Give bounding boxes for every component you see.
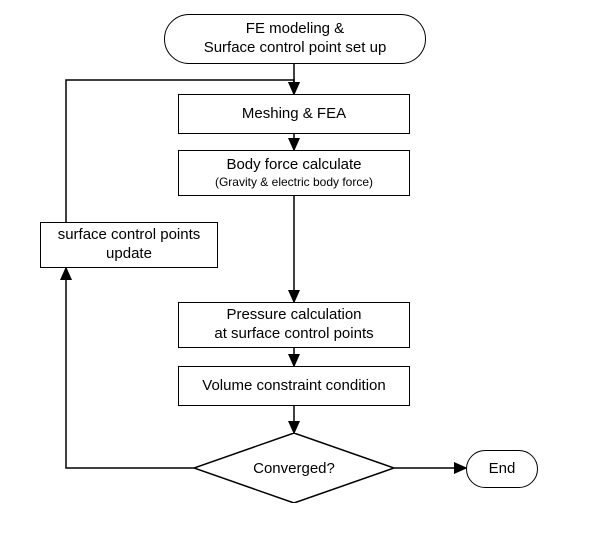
end-node: End	[466, 450, 538, 488]
pressure-node: Pressure calculation at surface control …	[178, 302, 410, 348]
bodyforce-line2: (Gravity & electric body force)	[215, 175, 373, 190]
update-node: surface control points update	[40, 222, 218, 268]
bodyforce-line1: Body force calculate	[226, 156, 361, 175]
update-line2: update	[106, 245, 152, 264]
pressure-line1: Pressure calculation	[226, 306, 361, 325]
pressure-line2: at surface control points	[214, 325, 373, 344]
decision-node: Converged?	[194, 433, 394, 503]
update-line1: surface control points	[58, 226, 201, 245]
bodyforce-node: Body force calculate (Gravity & electric…	[178, 150, 410, 196]
start-line1: FE modeling &	[246, 20, 344, 39]
meshing-label: Meshing & FEA	[242, 105, 346, 124]
end-label: End	[489, 460, 516, 479]
volume-node: Volume constraint condition	[178, 366, 410, 406]
start-line2: Surface control point set up	[204, 39, 387, 58]
decision-label: Converged?	[253, 460, 335, 477]
meshing-node: Meshing & FEA	[178, 94, 410, 134]
start-node: FE modeling & Surface control point set …	[164, 14, 426, 64]
volume-label: Volume constraint condition	[202, 377, 385, 396]
